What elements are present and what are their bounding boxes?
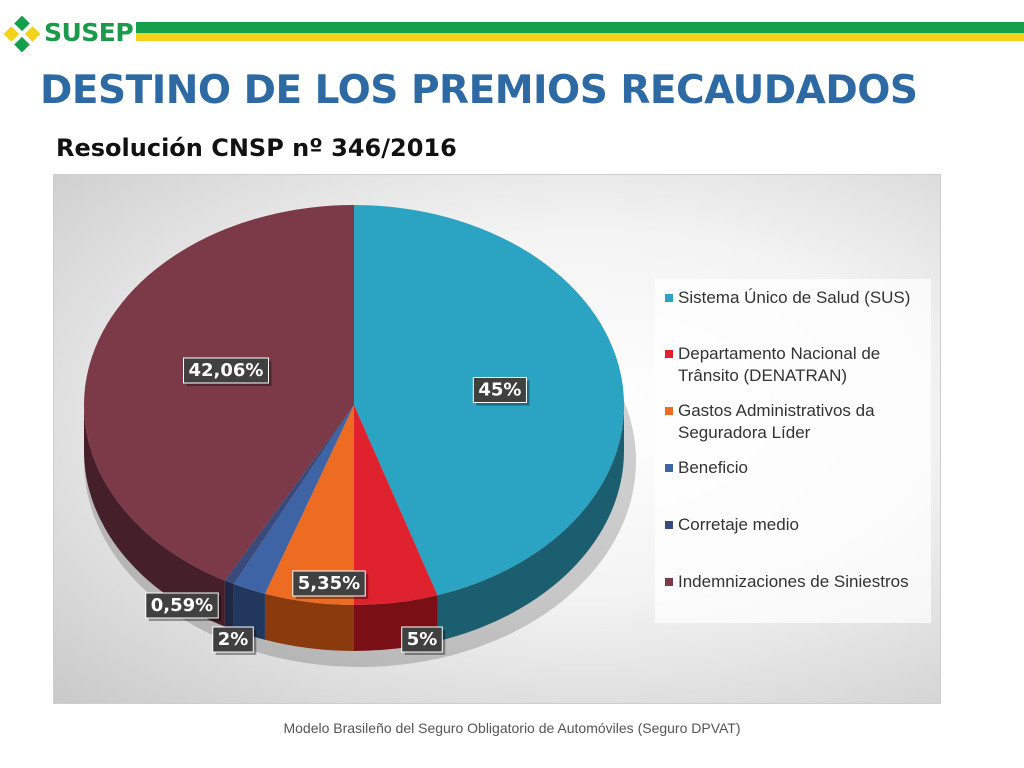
legend-swatch bbox=[665, 407, 673, 415]
legend-item-gastos-administrativos-da-seguradora-lider: Gastos Administrativos da Seguradora Líd… bbox=[665, 400, 933, 444]
page-subtitle: Resolución CNSP nº 346/2016 bbox=[56, 134, 457, 162]
legend-item-corretaje-medio: Corretaje medio bbox=[665, 514, 933, 536]
legend-swatch bbox=[665, 521, 673, 529]
susep-logo: SUSEP bbox=[3, 12, 134, 56]
legend-swatch bbox=[665, 350, 673, 358]
footer-text: Modelo Brasileño del Seguro Obligatorio … bbox=[283, 720, 741, 736]
header-band-yellow bbox=[136, 33, 1024, 41]
legend-label: Departamento Nacional de Trânsito (DENAT… bbox=[678, 344, 881, 385]
legend-label: Sistema Único de Salud (SUS) bbox=[678, 288, 911, 307]
legend-item-departamento-nacional-de-transito-denatran: Departamento Nacional de Trânsito (DENAT… bbox=[665, 343, 933, 387]
legend-label: Indemnizaciones de Siniestros bbox=[678, 572, 909, 591]
legend-label: Gastos Administrativos da Seguradora Líd… bbox=[678, 401, 875, 442]
logo-text: SUSEP bbox=[44, 18, 134, 47]
chart-legend: Sistema Único de Salud (SUS) Departamento… bbox=[655, 279, 931, 623]
susep-logo-mark-icon bbox=[3, 15, 41, 53]
legend-swatch bbox=[665, 294, 673, 302]
header-band-green bbox=[136, 22, 1024, 33]
legend-item-sistema-unico-de-salud-sus: Sistema Único de Salud (SUS) bbox=[665, 287, 933, 309]
legend-swatch bbox=[665, 578, 673, 586]
page-title: DESTINO DE LOS PREMIOS RECAUDADOS bbox=[40, 68, 918, 113]
legend-item-beneficio: Beneficio bbox=[665, 457, 933, 479]
legend-swatch bbox=[665, 464, 673, 472]
legend-label: Corretaje medio bbox=[678, 515, 799, 534]
legend-label: Beneficio bbox=[678, 458, 748, 477]
legend-item-indemnizaciones-de-siniestros: Indemnizaciones de Siniestros bbox=[665, 571, 933, 593]
